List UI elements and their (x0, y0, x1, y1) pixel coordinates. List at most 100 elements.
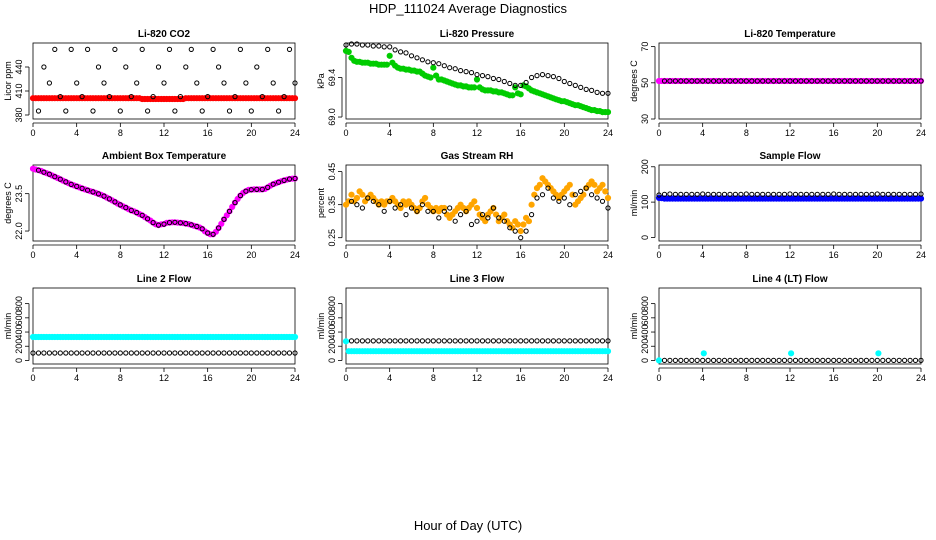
data-point (194, 80, 200, 86)
x-tick-label: 0 (343, 250, 348, 260)
data-point (792, 78, 799, 84)
data-point (403, 212, 409, 218)
data-point (46, 350, 53, 356)
data-point (387, 198, 393, 204)
data-point (172, 350, 178, 356)
data-point (863, 191, 870, 197)
data-point (885, 357, 891, 363)
data-point (787, 191, 793, 197)
data-point (880, 357, 886, 363)
data-point (359, 42, 365, 48)
data-point (771, 78, 777, 84)
data-point (732, 78, 739, 84)
x-tick-label: 4 (387, 250, 392, 260)
data-point (589, 338, 595, 344)
data-point (265, 46, 271, 53)
data-point (518, 82, 524, 89)
data-point (809, 191, 815, 197)
data-point (561, 78, 567, 85)
data-point (398, 338, 404, 344)
x-tick-label: 8 (431, 128, 436, 138)
data-point (479, 73, 486, 79)
data-point (771, 191, 777, 197)
data-point (419, 338, 425, 344)
x-tick-label: 12 (159, 250, 169, 260)
data-point (95, 191, 102, 197)
data-point (501, 211, 508, 218)
data-point (885, 191, 891, 197)
data-point (106, 350, 113, 356)
data-point (512, 338, 518, 344)
data-point (221, 80, 227, 86)
data-point (852, 78, 859, 84)
data-point (678, 78, 684, 84)
data-point (661, 357, 668, 363)
data-point (490, 75, 496, 82)
data-point (700, 357, 706, 363)
data-point (370, 338, 376, 344)
data-point (836, 78, 842, 84)
panel-title: Li-820 Temperature (744, 29, 836, 40)
data-point (743, 78, 749, 84)
data-point (408, 53, 415, 59)
y-axis-label: percent (316, 187, 326, 218)
data-point (912, 191, 919, 197)
data-point (858, 191, 864, 197)
data-point (572, 82, 578, 89)
data-point (589, 87, 595, 94)
data-point (359, 191, 366, 198)
data-point (35, 350, 42, 356)
data-point (792, 191, 799, 197)
data-point (254, 350, 260, 356)
data-point (787, 350, 795, 357)
data-point (874, 191, 880, 197)
x-tick-label: 4 (74, 128, 79, 138)
data-point (781, 357, 788, 363)
data-point (128, 94, 134, 100)
data-point (276, 108, 282, 114)
y-tick-label: 200 (14, 339, 24, 354)
data-point (128, 207, 134, 213)
x-tick-label: 24 (290, 128, 300, 138)
data-point (95, 64, 102, 70)
panel-pressure: Li-820 Pressure kPa 0 4 8 12 16 20 24 69.0 69.4 (316, 29, 613, 138)
data-point (907, 78, 913, 84)
data-point (376, 202, 382, 208)
data-point (496, 215, 502, 221)
data-point (814, 357, 820, 363)
y-tick-label: 22.0 (14, 222, 24, 240)
data-point (700, 78, 706, 84)
data-point (199, 226, 205, 232)
y-tick-label: 800 (327, 296, 337, 311)
data-point (656, 192, 662, 198)
data-point (528, 201, 535, 208)
data-point (732, 357, 739, 363)
series-0 (29, 95, 299, 103)
series-0 (655, 194, 925, 202)
data-point (831, 357, 837, 363)
data-point (760, 357, 766, 363)
data-point (858, 78, 864, 84)
data-point (387, 44, 393, 50)
data-point (875, 350, 882, 357)
data-point (392, 338, 398, 344)
data-point (155, 350, 162, 356)
data-point (463, 208, 469, 214)
data-point (566, 181, 573, 188)
data-point (386, 52, 393, 59)
data-point (858, 357, 864, 363)
data-point (700, 191, 706, 197)
data-point (150, 220, 156, 226)
data-point (545, 185, 551, 191)
series-1 (348, 338, 611, 344)
data-point (550, 195, 557, 201)
data-point (74, 350, 80, 356)
data-point (689, 357, 695, 363)
data-point (732, 191, 739, 197)
data-point (79, 185, 85, 191)
data-point (599, 198, 606, 204)
data-point (134, 350, 140, 356)
data-point (847, 191, 853, 197)
series-0 (342, 47, 612, 116)
data-point (259, 186, 265, 192)
